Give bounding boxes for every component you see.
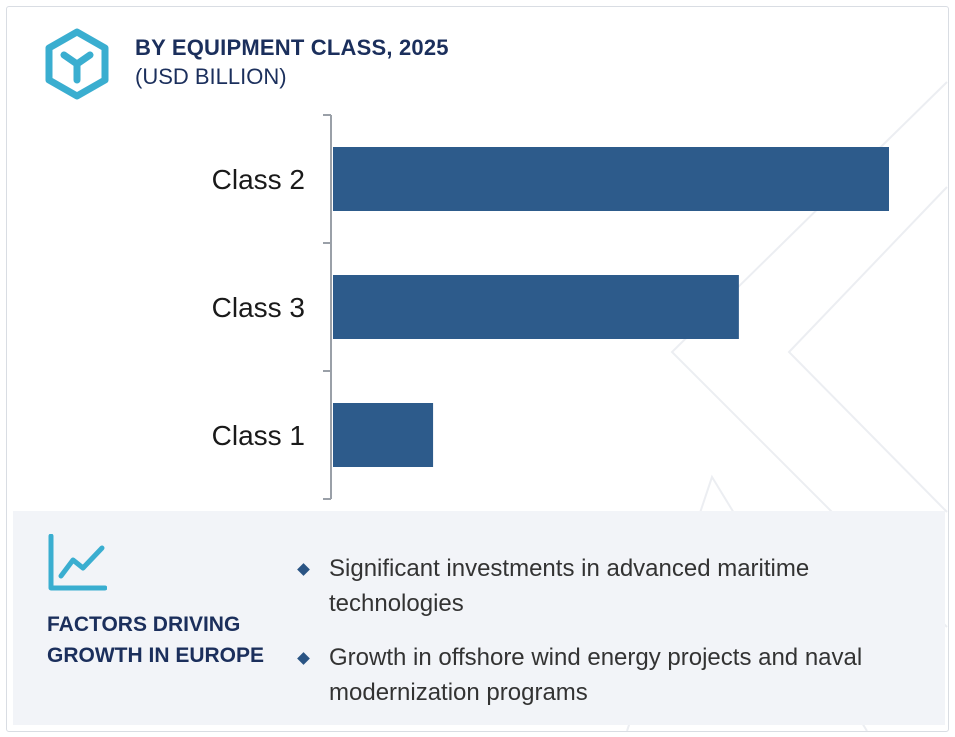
- diamond-bullet-icon: [297, 652, 310, 665]
- hexagon-y-logo-icon: [45, 28, 109, 100]
- factors-list: Significant investments in advanced mari…: [293, 551, 933, 729]
- factor-item: Significant investments in advanced mari…: [293, 551, 933, 621]
- factor-item: Growth in offshore wind energy projects …: [293, 640, 933, 710]
- chart-title: BY EQUIPMENT CLASS, 2025: [135, 35, 449, 60]
- trend-line-chart-icon: [48, 534, 107, 591]
- bar-chart: Class 2 Class 3 Class 1: [212, 114, 889, 500]
- category-label: Class 2: [212, 164, 305, 195]
- bar-class-1: [333, 403, 434, 467]
- chart-unit-subtitle: (USD BILLION): [135, 64, 287, 89]
- diamond-bullet-icon: [297, 563, 310, 576]
- bar-class-3: [333, 275, 739, 339]
- factors-panel: FACTORS DRIVING GROWTH IN EUROPE Signifi…: [13, 511, 945, 725]
- category-label: Class 1: [212, 420, 305, 451]
- factor-text: Growth in offshore wind energy projects …: [329, 644, 863, 706]
- factor-text: Significant investments in advanced mari…: [329, 555, 810, 617]
- infographic-card: BY EQUIPMENT CLASS, 2025 (USD BILLION) C…: [6, 6, 949, 732]
- factors-title: FACTORS DRIVING GROWTH IN EUROPE: [47, 613, 265, 667]
- bar-class-2: [333, 147, 889, 211]
- category-label: Class 3: [212, 292, 305, 323]
